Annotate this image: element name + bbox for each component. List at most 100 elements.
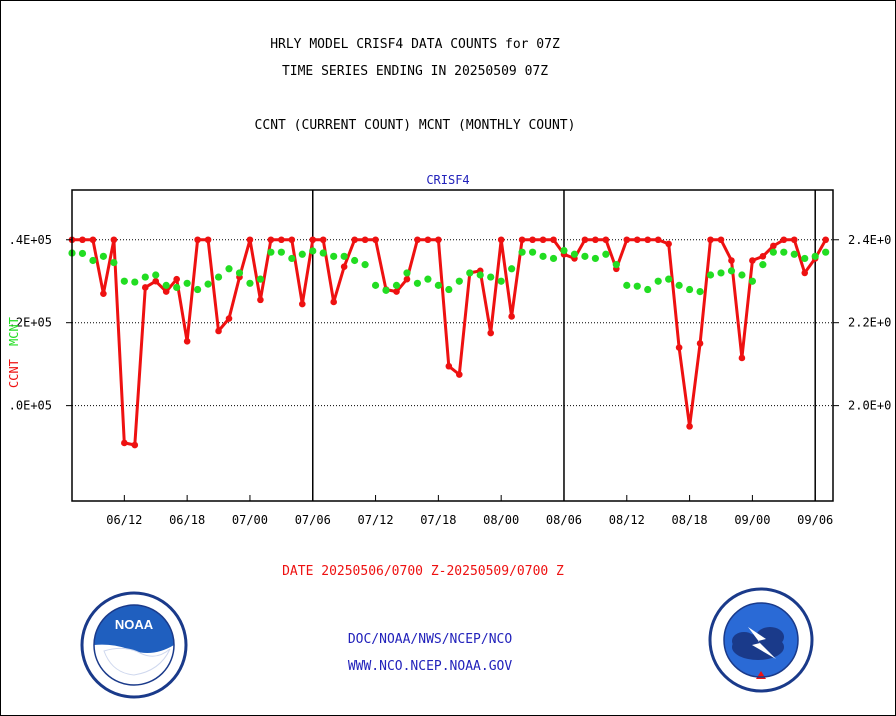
ccnt-point-65 — [749, 257, 756, 264]
mcnt-point-6 — [131, 278, 139, 286]
mcnt-point-70 — [801, 254, 809, 263]
mcnt-point-72 — [822, 248, 830, 256]
ccnt-point-44 — [529, 236, 536, 244]
mcnt-point-11 — [183, 279, 191, 287]
mcnt-point-32 — [403, 269, 411, 277]
ccnt-point-51 — [602, 236, 610, 244]
ccnt-point-60 — [696, 340, 704, 347]
mcnt-point-15 — [225, 265, 233, 273]
mcnt-point-16 — [235, 269, 244, 277]
ccnt-point-32 — [403, 275, 411, 283]
ccnt-point-2 — [89, 236, 97, 244]
x-tick-label-1: 06/18 — [169, 513, 205, 527]
ccnt-point-66 — [759, 253, 767, 260]
ccnt-point-50 — [592, 236, 599, 244]
x-tick-label-2: 07/00 — [232, 513, 268, 527]
mcnt-point-62 — [717, 269, 725, 277]
mcnt-point-46 — [549, 254, 558, 263]
ccnt-point-11 — [183, 338, 191, 345]
mcnt-point-65 — [748, 277, 756, 285]
ccnt-point-53 — [623, 236, 631, 244]
mcnt-point-56 — [654, 277, 662, 285]
mcnt-point-61 — [706, 271, 715, 279]
mcnt-point-1 — [78, 249, 87, 258]
x-tick-label-0: 06/12 — [106, 513, 142, 527]
ccnt-point-64 — [738, 354, 746, 362]
left-y-tick-label-0: .0E+05 — [9, 399, 52, 413]
mcnt-point-3 — [99, 252, 108, 260]
series-layer — [68, 236, 830, 449]
ccnt-point-62 — [717, 236, 725, 244]
mcnt-point-35 — [434, 281, 442, 289]
mcnt-point-71 — [811, 252, 819, 260]
x-tick-label-3: 07/06 — [295, 513, 331, 527]
mcnt-point-13 — [204, 280, 212, 288]
ccnt-point-63 — [728, 257, 735, 264]
ccnt-point-35 — [435, 236, 442, 244]
mcnt-point-7 — [141, 273, 149, 281]
mcnt-point-4 — [110, 258, 118, 267]
ccnt-point-49 — [581, 236, 589, 244]
footer-agency-path: DOC/NOAA/NWS/NCEP/NCO — [347, 632, 513, 647]
mcnt-point-31 — [392, 281, 401, 289]
mcnt-point-48 — [570, 250, 579, 258]
mcnt-point-9 — [162, 281, 170, 289]
right-y-tick-label-1: 2.2E+0 — [848, 316, 891, 330]
ccnt-point-67 — [770, 242, 777, 250]
ccnt-point-7 — [141, 284, 149, 291]
mcnt-point-50 — [591, 254, 599, 263]
ccnt-point-29 — [372, 236, 379, 244]
ccnt-point-1 — [79, 236, 86, 244]
x-tick-label-9: 08/18 — [672, 513, 708, 527]
ccnt-point-28 — [361, 236, 369, 244]
mcnt-point-66 — [759, 261, 767, 269]
ccnt-point-25 — [330, 298, 337, 306]
date-range-label: DATE 20250506/0700 Z-20250509/0700 Z — [282, 564, 564, 579]
mcnt-point-53 — [623, 281, 631, 289]
plot-title: CRISF4 — [426, 173, 469, 187]
x-tick-label-10: 09/00 — [734, 513, 770, 527]
mcnt-point-29 — [371, 281, 380, 289]
ccnt-point-12 — [194, 236, 201, 244]
mcnt-point-23 — [309, 247, 317, 255]
noaa-logo-text: NOAA — [115, 617, 154, 632]
noaa-logo: NOAA — [80, 591, 188, 699]
ccnt-point-18 — [257, 296, 264, 304]
ylabel-mcnt: MCNT — [7, 317, 21, 346]
mcnt-point-67 — [769, 248, 777, 256]
mcnt-point-39 — [476, 271, 484, 279]
mcnt-point-10 — [173, 283, 181, 292]
grid-layer — [72, 190, 833, 501]
right-y-tick-label-0: 2.0E+0 — [848, 399, 891, 413]
ccnt-point-56 — [654, 236, 662, 244]
mcnt-point-58 — [675, 281, 683, 289]
mcnt-point-68 — [780, 248, 788, 256]
mcnt-point-19 — [267, 248, 275, 256]
ccnt-point-61 — [707, 236, 714, 244]
ccnt-point-27 — [351, 236, 358, 244]
axis-layer: 06/12 06/18 07/00 07/06 07/12 07/18 08/00 08/06… — [9, 189, 891, 527]
mcnt-point-24 — [319, 249, 327, 257]
ccnt-point-5 — [121, 439, 128, 447]
ccnt-point-54 — [633, 236, 641, 244]
ccnt-point-15 — [225, 315, 233, 322]
mcnt-point-18 — [256, 275, 265, 283]
mcnt-point-47 — [560, 246, 568, 255]
ccnt-point-9 — [162, 288, 170, 295]
ccnt-point-23 — [309, 236, 317, 244]
chart-title-line3: CCNT (CURRENT COUNT) MCNT (MONTHLY COUNT… — [254, 118, 576, 133]
ccnt-point-42 — [508, 313, 515, 320]
left-y-tick-label-1: .2E+05 — [9, 316, 52, 330]
mcnt-point-52 — [612, 261, 620, 269]
ccnt-point-10 — [173, 275, 180, 283]
footer-website: WWW.NCO.NCEP.NOAA.GOV — [347, 659, 513, 674]
mcnt-point-54 — [633, 282, 641, 290]
mcnt-point-45 — [539, 252, 547, 260]
ccnt-point-68 — [780, 236, 788, 244]
mcnt-point-36 — [445, 285, 453, 294]
mcnt-point-28 — [361, 261, 369, 269]
mcnt-point-43 — [518, 248, 526, 256]
mcnt-point-22 — [298, 250, 306, 258]
mcnt-point-42 — [508, 265, 516, 273]
